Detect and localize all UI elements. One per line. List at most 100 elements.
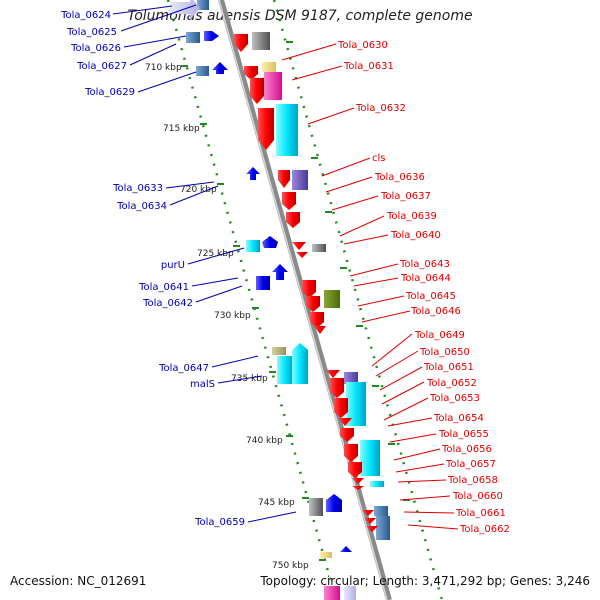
gene-label-tola-0660[interactable]: Tola_0660 [452,491,503,502]
gene-label-tola-0645[interactable]: Tola_0645 [405,291,456,302]
gene-box[interactable] [272,347,286,355]
gene-label-tola-0627[interactable]: Tola_0627 [76,61,127,72]
gene-label-tola-0647[interactable]: Tola_0647 [158,363,209,374]
gene-arrow[interactable] [170,0,200,20]
gene-arrow[interactable] [212,62,228,74]
gene-label-tola-0629[interactable]: Tola_0629 [84,87,135,98]
gene-box[interactable] [346,382,366,426]
gene-arrow[interactable] [234,34,248,52]
gene-label-tola-0640[interactable]: Tola_0640 [390,230,441,241]
gene-box[interactable] [376,516,390,540]
gene-label-tola-0637[interactable]: Tola_0637 [380,191,431,202]
gene-label-tola-0658[interactable]: Tola_0658 [447,475,498,486]
gene-arrow[interactable] [272,264,288,280]
gene-box[interactable] [256,276,270,290]
gene-label-mals[interactable]: malS [190,379,215,390]
gene-box[interactable] [324,290,340,308]
gene-arrow[interactable] [302,280,316,298]
gene-label-tola-0651[interactable]: Tola_0651 [423,362,474,373]
gene-label-tola-0646[interactable]: Tola_0646 [410,306,461,317]
gene-arrow[interactable] [204,31,219,41]
gene-arrow[interactable] [306,296,320,312]
gene-box[interactable] [277,356,293,384]
gene-label-tola-0642[interactable]: Tola_0642 [142,298,193,309]
gene-label-tola-0661[interactable]: Tola_0661 [455,508,506,519]
gene-box[interactable] [252,32,270,50]
gene-box[interactable] [320,552,332,558]
gene-box[interactable] [309,498,323,516]
gene-arrow[interactable] [348,462,362,478]
gene-arrow[interactable] [326,370,340,378]
gene-arrow[interactable] [250,78,264,104]
gene-arrow[interactable] [334,398,348,418]
gene-label-tola-0634[interactable]: Tola_0634 [116,201,167,212]
gene-arrow[interactable] [362,510,374,516]
gene-box[interactable] [344,586,356,600]
gene-arrow[interactable] [258,108,274,150]
kbp-label: 750 kbp [272,561,309,571]
gene-arrow[interactable] [340,546,352,552]
gene-arrow[interactable] [292,343,308,384]
gene-box[interactable] [370,481,384,487]
gene-label-tola-0633[interactable]: Tola_0633 [112,183,163,194]
gene-arrow[interactable] [326,494,342,512]
gene-arrow[interactable] [246,167,260,180]
kbp-label: 715 kbp [163,124,200,134]
gene-label-tola-0662[interactable]: Tola_0662 [459,524,510,535]
gene-box[interactable] [276,104,298,156]
gene-label-tola-0653[interactable]: Tola_0653 [429,393,480,404]
gene-arrow[interactable] [282,192,296,210]
gene-arrow[interactable] [352,478,364,484]
gene-box[interactable] [197,0,209,10]
gene-arrow[interactable] [314,326,326,334]
gene-label-tola-0636[interactable]: Tola_0636 [374,172,425,183]
gene-label-tola-0626[interactable]: Tola_0626 [70,43,121,54]
gene-label-tola-0625[interactable]: Tola_0625 [66,27,117,38]
gene-arrow[interactable] [366,526,378,532]
gene-box[interactable] [246,240,260,252]
gene-label-cls[interactable]: cls [372,153,386,164]
gene-label-puru[interactable]: purU [161,260,185,271]
gene-box[interactable] [324,586,340,600]
gene-label-tola-0649[interactable]: Tola_0649 [414,330,465,341]
gene-label-tola-0654[interactable]: Tola_0654 [433,413,484,424]
gene-box[interactable] [360,440,380,476]
gene-arrow[interactable] [244,66,258,80]
gene-arrow[interactable] [338,418,352,426]
gene-label-tola-0631[interactable]: Tola_0631 [343,61,394,72]
gene-box[interactable] [186,32,200,43]
gene-box[interactable] [262,62,276,72]
gene-label-tola-0657[interactable]: Tola_0657 [445,459,496,470]
gene-arrow[interactable] [310,312,324,328]
gene-arrow[interactable] [286,212,300,228]
gene-label-tola-0644[interactable]: Tola_0644 [400,273,451,284]
gene-arrow[interactable] [262,236,278,248]
gene-label-tola-0632[interactable]: Tola_0632 [355,103,406,114]
gene-arrow[interactable] [344,444,358,462]
gene-label-tola-0652[interactable]: Tola_0652 [426,378,477,389]
forward-leaders [112,4,297,523]
gene-arrow[interactable] [340,428,354,442]
gene-label-tola-0624[interactable]: Tola_0624 [60,10,111,21]
gene-label-tola-0630[interactable]: Tola_0630 [337,40,388,51]
gene-label-tola-0641[interactable]: Tola_0641 [138,282,189,293]
gene-box[interactable] [292,170,308,190]
gene-label-tola-0655[interactable]: Tola_0655 [438,429,489,440]
gene-box[interactable] [264,72,282,100]
gene-label-tola-0659[interactable]: Tola_0659 [194,517,245,528]
gene-arrow[interactable] [292,242,306,250]
gene-box[interactable] [312,244,326,252]
gene-box[interactable] [196,66,209,76]
gene-label-tola-0639[interactable]: Tola_0639 [386,211,437,222]
gene-label-tola-0650[interactable]: Tola_0650 [419,347,470,358]
gene-box[interactable] [344,372,358,384]
gene-label-tola-0656[interactable]: Tola_0656 [441,444,492,455]
reverse-labels: Tola_0630 Tola_0631 Tola_0632 cls Tola_0… [337,40,510,535]
gene-arrow[interactable] [330,378,344,398]
gene-arrow[interactable] [278,170,290,188]
gene-arrow[interactable] [352,486,364,490]
gene-arrow[interactable] [296,252,308,258]
gene-box[interactable] [374,506,388,516]
gene-label-tola-0643[interactable]: Tola_0643 [399,259,450,270]
gene-arrow[interactable] [364,518,376,524]
